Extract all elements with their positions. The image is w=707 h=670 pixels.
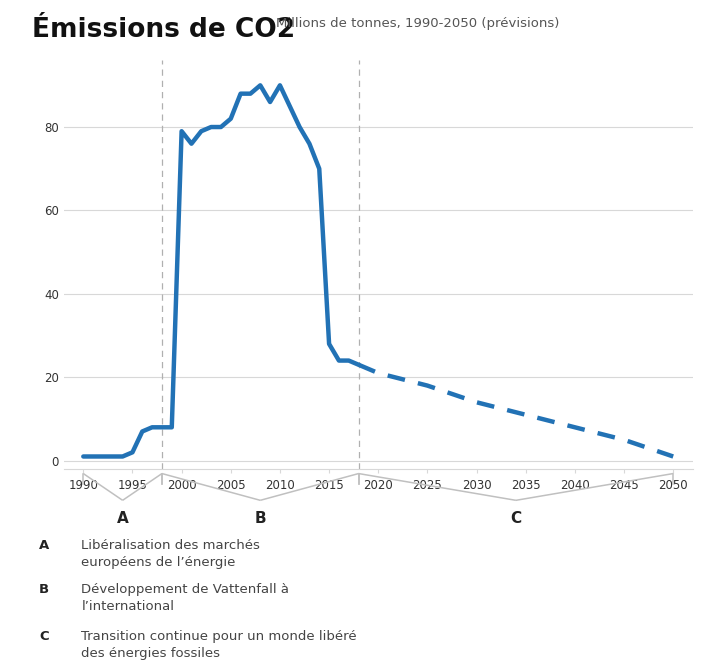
Text: C: C [39,630,49,643]
Text: Millions de tonnes, 1990-2050 (prévisions): Millions de tonnes, 1990-2050 (prévision… [276,17,559,29]
Text: C: C [510,511,522,526]
Text: Développement de Vattenfall à
l’international: Développement de Vattenfall à l’internat… [81,583,289,613]
Text: Libéralisation des marchés
européens de l’énergie: Libéralisation des marchés européens de … [81,539,260,570]
Text: Émissions de CO2: Émissions de CO2 [32,17,295,43]
Text: A: A [39,539,49,552]
Text: Transition continue pour un monde libéré
des énergies fossiles: Transition continue pour un monde libéré… [81,630,357,660]
Text: B: B [255,511,266,526]
Text: A: A [117,511,129,526]
Text: B: B [39,583,49,596]
